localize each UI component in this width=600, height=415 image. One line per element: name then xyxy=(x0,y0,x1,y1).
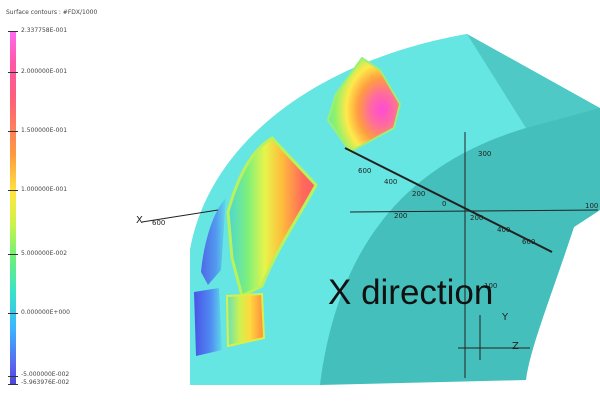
contour-cold-left-lower xyxy=(194,288,222,356)
axis-tick-label: 200 xyxy=(412,190,426,198)
model-inner-bore xyxy=(320,108,600,385)
model-front-face xyxy=(190,34,526,385)
legend-tick xyxy=(8,313,18,314)
contour-hotspot-top xyxy=(326,56,402,154)
axis-tick-label: 100 xyxy=(585,202,599,210)
legend-label: 1.000000E-001 xyxy=(21,186,68,193)
model-right-notch xyxy=(528,210,600,415)
direction-caption: X direction xyxy=(328,273,494,312)
axis-tick-label: 100 xyxy=(484,282,498,290)
legend-label: 5.000000E-002 xyxy=(21,250,68,257)
legend-tick xyxy=(8,131,18,132)
contour-band-lower xyxy=(225,292,266,348)
legend-label: 1.500000E-001 xyxy=(21,127,68,134)
axis-y-label: Y xyxy=(502,312,509,323)
legend-tick xyxy=(8,376,18,377)
legend-label: 2.000000E-001 xyxy=(21,68,68,75)
legend-tick xyxy=(8,384,18,385)
legend-label: 0.000000E+000 xyxy=(21,309,70,316)
legend-tick xyxy=(8,190,18,191)
axis-tick-label: 400 xyxy=(497,226,511,234)
axis-tick-label: 600 xyxy=(152,219,166,227)
contour-cold-left-upper xyxy=(201,198,226,285)
legend-tick xyxy=(8,31,18,32)
axis-tick-label: 0 xyxy=(442,200,447,208)
contour-band-middle xyxy=(226,136,318,299)
legend-label-max: 2.337758E-001 xyxy=(21,27,68,34)
legend-title: Surface contours : #FDX/1000 xyxy=(6,9,98,16)
color-scale-bar xyxy=(10,31,16,384)
axis-tick-label: 600 xyxy=(358,167,372,175)
axis-tick-label: 200 xyxy=(394,212,408,220)
legend-label: -5.000000E-002 xyxy=(21,371,70,378)
legend-tick xyxy=(8,72,18,73)
axis-z-label: Z xyxy=(512,341,519,352)
legend-tick xyxy=(8,254,18,255)
legend-label-min: -5.963976E-002 xyxy=(21,379,70,386)
axis-tick-label: 200 xyxy=(470,214,484,222)
axis-x-label: X xyxy=(136,215,143,226)
axis-tick-label: 400 xyxy=(384,178,398,186)
axis-tick-label: 600 xyxy=(522,238,536,246)
axis-tick-label: 300 xyxy=(478,150,492,158)
coordinate-axes xyxy=(141,132,599,378)
